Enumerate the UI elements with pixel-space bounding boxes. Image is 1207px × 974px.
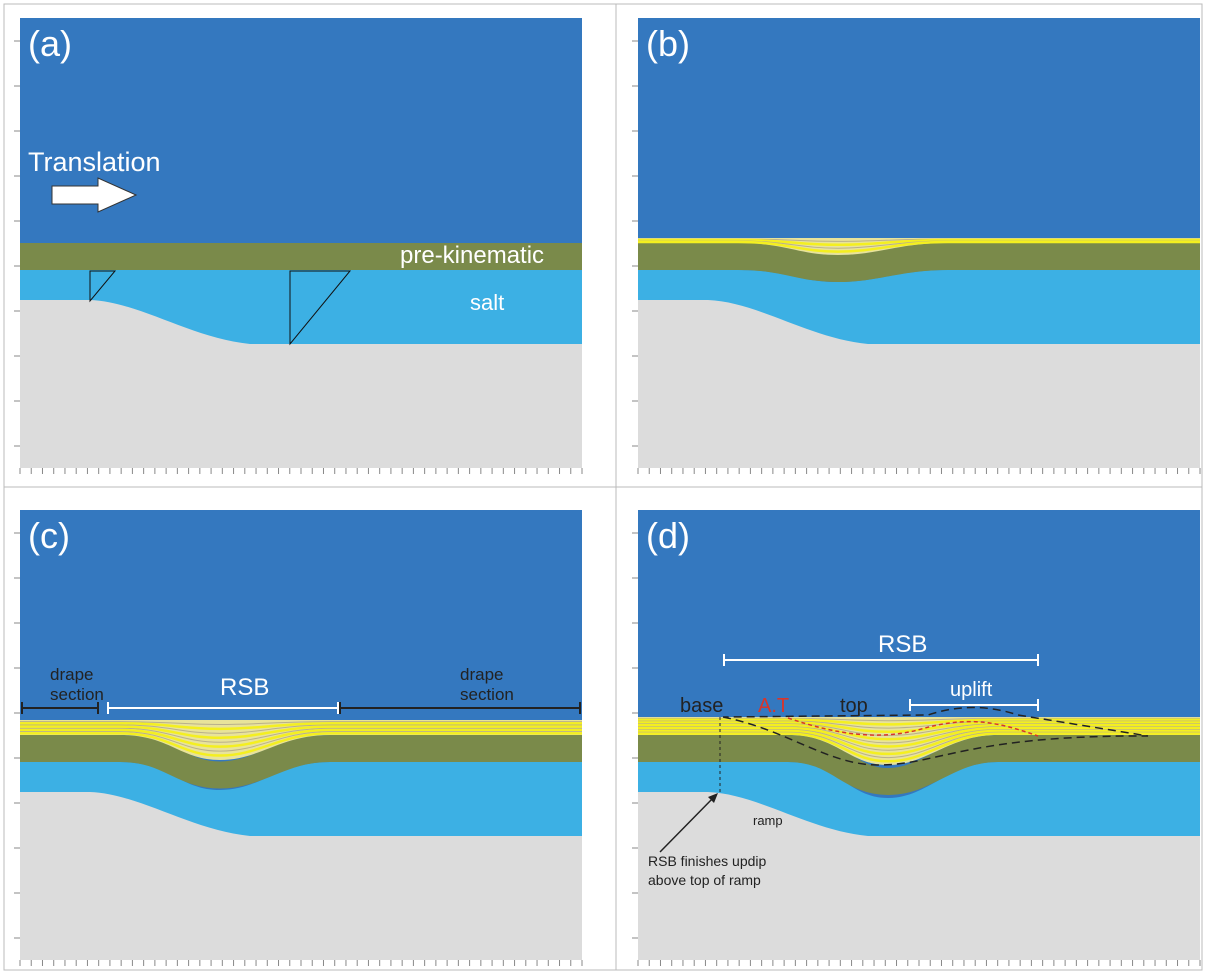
panel: (a) Translation pre-kinematic salt — [14, 18, 582, 474]
drape-label: section — [50, 685, 104, 704]
panel: (d) RSB base A.T top uplift ramp RSB finishes u… — [632, 510, 1200, 966]
layer-label: pre-kinematic — [400, 242, 544, 269]
rsb-label: RSB — [220, 674, 269, 701]
layer-label: salt — [470, 290, 504, 315]
pre-kinematic-layer — [638, 257, 1200, 269]
panel-label: (c) — [28, 515, 70, 556]
drape-label: section — [460, 685, 514, 704]
uplift-label: uplift — [950, 679, 993, 701]
translation-label: Translation — [28, 147, 161, 177]
rsb-label: RSB — [878, 631, 927, 658]
note-label: RSB finishes updip — [648, 853, 767, 869]
drape-label: drape — [50, 665, 93, 684]
ramp-label: ramp — [753, 813, 783, 828]
figure: (a) Translation pre-kinematic salt (b) (c) dra… — [0, 0, 1207, 974]
panel-label: (b) — [646, 23, 690, 64]
drape-label: drape — [460, 665, 503, 684]
boundary-label: base — [680, 695, 723, 717]
boundary-label: A.T — [758, 695, 789, 717]
boundary-label: top — [840, 695, 868, 717]
panel-label: (d) — [646, 515, 690, 556]
note-label: above top of ramp — [648, 872, 761, 888]
panel: (b) — [632, 18, 1200, 474]
panel-label: (a) — [28, 23, 72, 64]
